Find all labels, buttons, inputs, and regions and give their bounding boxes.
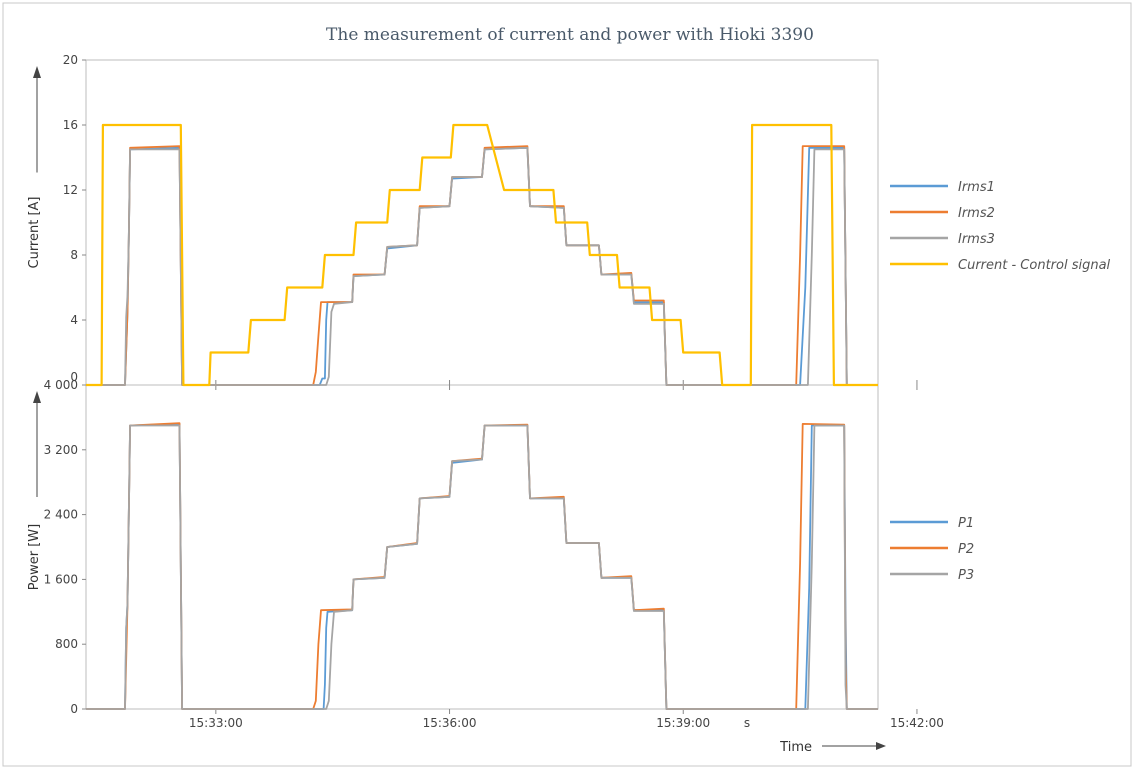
y-tick-label: 8 bbox=[70, 248, 78, 262]
plot-root: 15:33:00 15:36:00 15:39:00 15:42:00 4 8 12 16 20… bbox=[27, 53, 1111, 730]
y-tick-label: 20 bbox=[63, 53, 78, 67]
x-tick-label: 15:36:00 bbox=[423, 716, 477, 730]
y-axis-title-current-a: Current [A] bbox=[27, 197, 42, 269]
series-line-p3 bbox=[86, 424, 878, 710]
x-axis-arrow bbox=[822, 742, 886, 750]
y-tick-label: 12 bbox=[63, 183, 78, 197]
y-tick-label: 1 600 bbox=[44, 572, 78, 586]
y-tick-label: 0 bbox=[70, 702, 78, 716]
x-axis-title: Time bbox=[779, 740, 812, 755]
y-axis-title-power-w: Power [W] bbox=[27, 524, 42, 590]
x-tick-label: 15:39:00 bbox=[656, 716, 710, 730]
legend-label-p1: P1 bbox=[958, 516, 974, 531]
legend-label-p2: P2 bbox=[958, 542, 974, 557]
legend-label-irms3: Irms3 bbox=[958, 232, 995, 247]
y-tick-label: 2 400 bbox=[44, 508, 78, 522]
y-axis-arrow-head bbox=[33, 66, 41, 78]
y-tick-label: 3 200 bbox=[44, 443, 78, 457]
x-tick-label: 15:42:00 bbox=[890, 716, 944, 730]
x-axis-unit: s bbox=[744, 716, 750, 730]
legend-label-current-control-signal: Current - Control signal bbox=[958, 258, 1111, 273]
chart-title: The measurement of current and power wit… bbox=[326, 25, 814, 45]
legend-label-p3: P3 bbox=[958, 568, 974, 583]
x-tick-label: 15:33:00 bbox=[189, 716, 243, 730]
series-line-irms3 bbox=[86, 146, 878, 386]
y-tick-label: 16 bbox=[63, 118, 78, 132]
series-line-current-control-signal bbox=[86, 123, 878, 387]
y-axis-arrow-head bbox=[33, 391, 41, 403]
y-tick-label: 0 bbox=[70, 370, 78, 384]
legend-label-irms2: Irms2 bbox=[958, 206, 995, 221]
y-tick-label: 800 bbox=[55, 637, 78, 651]
y-tick-label: 4 bbox=[70, 313, 78, 327]
legend-label-irms1: Irms1 bbox=[958, 180, 995, 195]
y-tick-label: 4 000 bbox=[44, 378, 78, 392]
